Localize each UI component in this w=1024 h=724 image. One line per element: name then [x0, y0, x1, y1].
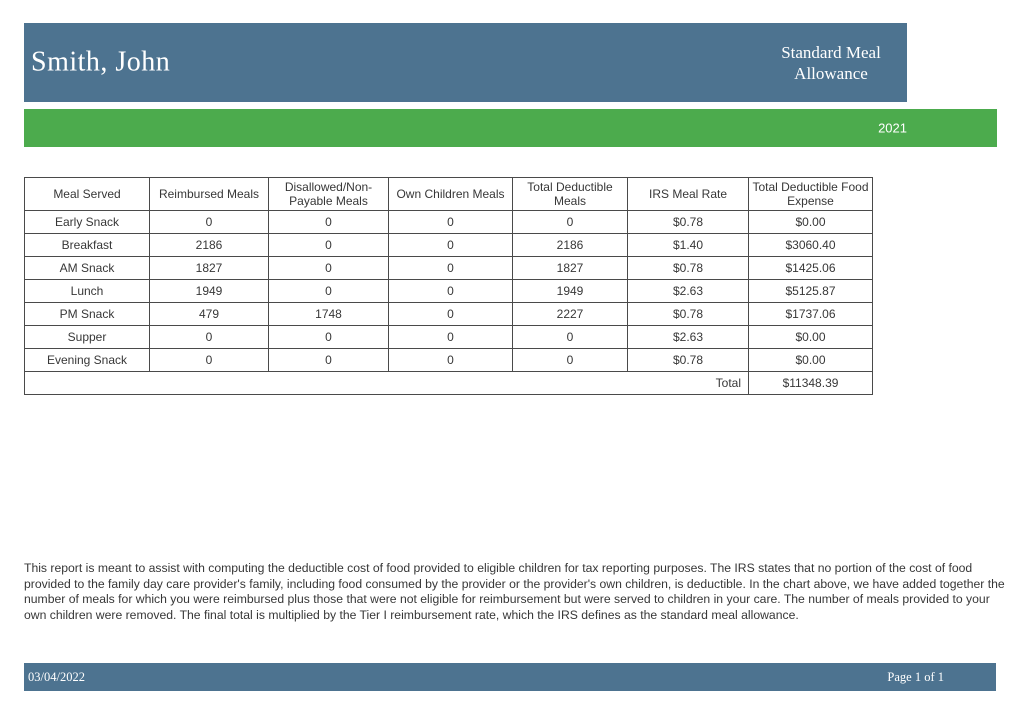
table-cell: 0	[388, 210, 513, 234]
table-cell: 2186	[512, 233, 628, 257]
table-cell: 0	[268, 210, 389, 234]
table-row: Evening Snack 0 0 0 0 $0.78 $0.00	[24, 348, 873, 372]
column-header-own-children-meals: Own Children Meals	[388, 177, 513, 211]
table-cell: 2186	[149, 233, 269, 257]
table-cell: 0	[388, 233, 513, 257]
table-cell: 0	[512, 348, 628, 372]
column-header-disallowed-meals: Disallowed/Non-Payable Meals	[268, 177, 389, 211]
table-row: Breakfast 2186 0 0 2186 $1.40 $3060.40	[24, 233, 873, 257]
table-cell: 0	[268, 325, 389, 349]
table-cell: 0	[149, 210, 269, 234]
column-header-total-deductible-food-expense: Total Deductible Food Expense	[748, 177, 873, 211]
meals-table: Meal Served Reimbursed Meals Disallowed/…	[24, 177, 873, 395]
report-description: This report is meant to assist with comp…	[24, 561, 1005, 622]
table-cell: $0.00	[748, 210, 873, 234]
report-year: 2021	[878, 120, 907, 136]
table-cell: $2.63	[627, 279, 749, 303]
table-cell: $1.40	[627, 233, 749, 257]
total-value: $11348.39	[748, 371, 873, 395]
table-cell: $3060.40	[748, 233, 873, 257]
table-cell: $0.78	[627, 348, 749, 372]
table-cell: $2.63	[627, 325, 749, 349]
table-cell: 0	[268, 279, 389, 303]
table-cell: Supper	[24, 325, 150, 349]
column-header-total-deductible-meals: Total Deductible Meals	[512, 177, 628, 211]
table-row: Early Snack 0 0 0 0 $0.78 $0.00	[24, 210, 873, 234]
table-cell: Breakfast	[24, 233, 150, 257]
table-row: AM Snack 1827 0 0 1827 $0.78 $1425.06	[24, 256, 873, 280]
table-cell: 0	[512, 210, 628, 234]
table-cell: 0	[388, 325, 513, 349]
table-cell: 1827	[149, 256, 269, 280]
table-body: Early Snack 0 0 0 0 $0.78 $0.00 Breakfast 2186 0 0…	[24, 210, 873, 372]
table-cell: $0.00	[748, 348, 873, 372]
table-cell: PM Snack	[24, 302, 150, 326]
table-cell: AM Snack	[24, 256, 150, 280]
table-cell: Lunch	[24, 279, 150, 303]
table-cell: 1949	[512, 279, 628, 303]
table-row: PM Snack 479 1748 0 2227 $0.78 $1737.06	[24, 302, 873, 326]
table-cell: $1425.06	[748, 256, 873, 280]
table-row: Lunch 1949 0 0 1949 $2.63 $5125.87	[24, 279, 873, 303]
table-cell: 479	[149, 302, 269, 326]
table-cell: $5125.87	[748, 279, 873, 303]
table-row: Supper 0 0 0 0 $2.63 $0.00	[24, 325, 873, 349]
table-cell: 0	[388, 256, 513, 280]
column-header-irs-meal-rate: IRS Meal Rate	[627, 177, 749, 211]
table-header-row: Meal Served Reimbursed Meals Disallowed/…	[24, 177, 873, 211]
year-bar: 2021	[24, 109, 997, 147]
column-header-meal-served: Meal Served	[24, 177, 150, 211]
table-cell: $0.78	[627, 302, 749, 326]
table-cell: Early Snack	[24, 210, 150, 234]
table-cell: Evening Snack	[24, 348, 150, 372]
table-cell: 0	[388, 348, 513, 372]
table-cell: 2227	[512, 302, 628, 326]
table-cell: $0.00	[748, 325, 873, 349]
report-date: 03/04/2022	[28, 669, 85, 684]
table-cell: 1748	[268, 302, 389, 326]
table-cell: $1737.06	[748, 302, 873, 326]
table-cell: 0	[388, 302, 513, 326]
table-cell: 0	[268, 348, 389, 372]
column-header-reimbursed-meals: Reimbursed Meals	[149, 177, 269, 211]
table-cell: $0.78	[627, 210, 749, 234]
total-label: Total	[24, 371, 749, 395]
page-indicator: Page 1 of 1	[887, 669, 944, 684]
table-cell: 0	[268, 233, 389, 257]
table-cell: 0	[512, 325, 628, 349]
table-cell: $0.78	[627, 256, 749, 280]
report-header: Smith, John Standard Meal Allowance	[24, 23, 907, 102]
report-footer: 03/04/2022 Page 1 of 1	[24, 663, 996, 691]
table-cell: 0	[268, 256, 389, 280]
table-cell: 1827	[512, 256, 628, 280]
table-cell: 1949	[149, 279, 269, 303]
report-title: Standard Meal Allowance	[781, 42, 881, 83]
table-cell: 0	[388, 279, 513, 303]
table-cell: 0	[149, 325, 269, 349]
table-cell: 0	[149, 348, 269, 372]
total-row: Total $11348.39	[24, 371, 873, 395]
provider-name: Smith, John	[31, 45, 171, 77]
